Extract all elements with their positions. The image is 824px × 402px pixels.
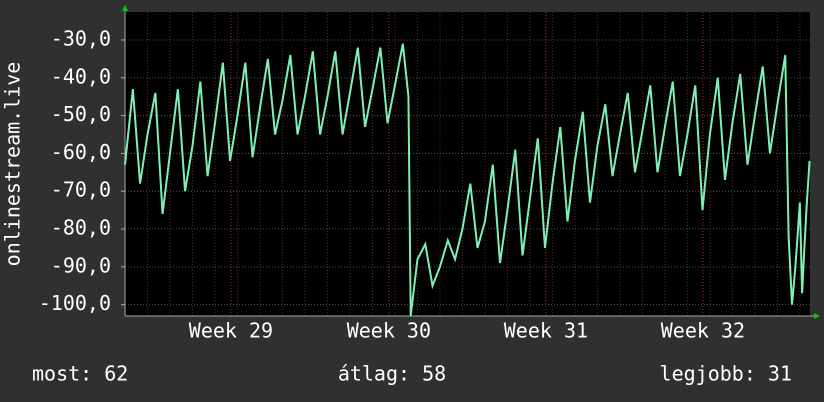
y-axis-label: onlinestream.live [1, 62, 25, 267]
footer-stat: most: 62 [32, 362, 128, 386]
axis-arrow [122, 5, 128, 11]
y-tick-label: -90,0 [51, 253, 111, 277]
y-tick-label: -50,0 [51, 102, 111, 126]
x-tick-label: Week 32 [661, 319, 745, 343]
x-tick-label: Week 30 [347, 319, 431, 343]
y-tick-label: -60,0 [51, 140, 111, 164]
y-tick-label: -100,0 [39, 291, 111, 315]
y-tick-label: -70,0 [51, 178, 111, 202]
y-tick-label: -30,0 [51, 26, 111, 50]
x-tick-label: Week 31 [504, 319, 588, 343]
x-tick-label: Week 29 [189, 319, 273, 343]
plot-area [125, 12, 810, 316]
footer-stat: átlag: 58 [338, 362, 446, 386]
data-line [124, 43, 811, 317]
y-tick-label: -40,0 [51, 64, 111, 88]
axis-arrow [814, 313, 820, 319]
y-tick-label: -80,0 [51, 216, 111, 240]
footer-stat: legjobb: 31 [660, 362, 792, 386]
